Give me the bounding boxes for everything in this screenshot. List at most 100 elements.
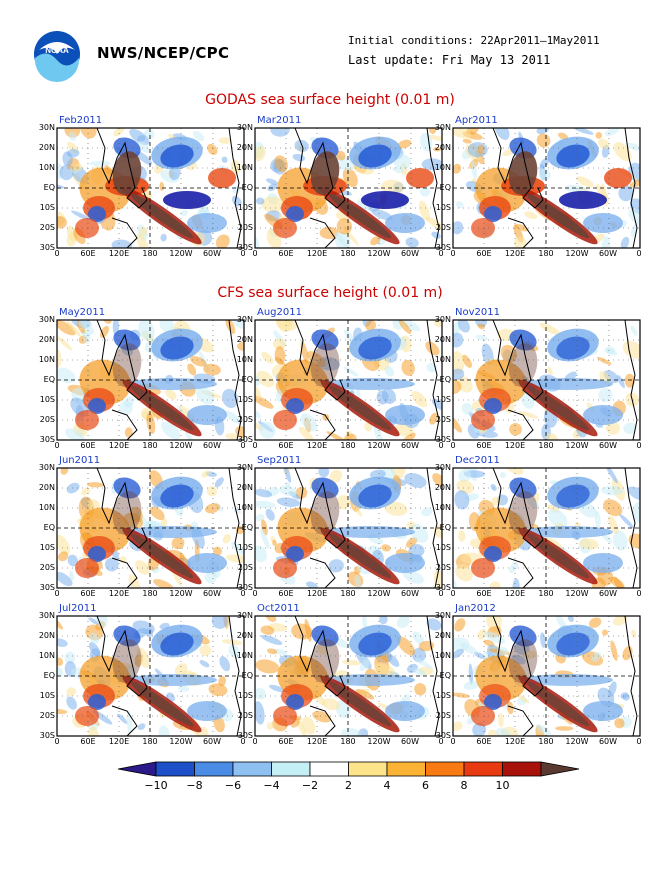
- map-panel: [254, 467, 443, 589]
- colorbar-label: 2: [345, 779, 352, 792]
- lon-label: 120W: [169, 737, 193, 746]
- panel-label: Nov2011: [455, 307, 500, 318]
- lat-label: 20S: [435, 223, 451, 232]
- lat-label: 10S: [435, 691, 451, 700]
- lat-label: EQ: [439, 523, 451, 532]
- lat-label: 10S: [39, 395, 55, 404]
- lon-label: 0: [54, 441, 60, 450]
- lat-label: EQ: [439, 183, 451, 192]
- colorbar-swatch: [425, 761, 465, 777]
- panel-label: Sep2011: [257, 455, 302, 466]
- lon-label: 120W: [367, 441, 391, 450]
- lat-label: 30N: [38, 123, 55, 132]
- lon-label: 60W: [202, 589, 222, 598]
- colorbar-swatch: [502, 761, 542, 777]
- lat-label: 20N: [236, 335, 253, 344]
- lat-label: EQ: [43, 523, 55, 532]
- lon-label: 120W: [565, 589, 589, 598]
- lat-label: 30N: [236, 463, 253, 472]
- panel-label: Jul2011: [59, 603, 97, 614]
- lon-label: 60W: [400, 737, 420, 746]
- lon-label: 120W: [565, 737, 589, 746]
- lat-label: 10S: [237, 203, 253, 212]
- lon-label: 0: [636, 589, 642, 598]
- lon-label: 60E: [278, 441, 294, 450]
- lon-label: 0: [438, 441, 444, 450]
- colorbar-label: −2: [301, 779, 319, 792]
- lon-label: 0: [252, 249, 258, 258]
- lat-label: 20N: [38, 335, 55, 344]
- lat-label: 30S: [237, 435, 253, 444]
- map-panel: [452, 127, 641, 249]
- lat-label: 30S: [39, 243, 55, 252]
- panel-label: Jan2012: [455, 603, 496, 614]
- lon-label: 0: [438, 249, 444, 258]
- lat-label: 10S: [435, 395, 451, 404]
- lon-label: 60E: [476, 441, 492, 450]
- lon-label: 180: [340, 249, 356, 258]
- lat-label: 10S: [237, 543, 253, 552]
- panel-label: Apr2011: [455, 115, 498, 126]
- noaa-logo: NOAA: [33, 30, 81, 82]
- lon-label: 120E: [108, 441, 130, 450]
- lon-label: 60W: [202, 249, 222, 258]
- lon-label: 180: [142, 441, 158, 450]
- lat-label: 10N: [38, 503, 55, 512]
- lat-label: 30N: [236, 123, 253, 132]
- lat-label: EQ: [43, 375, 55, 384]
- colorbar-label: 8: [460, 779, 468, 792]
- lon-label: 180: [340, 441, 356, 450]
- lon-label: 60E: [278, 737, 294, 746]
- panel-label: Feb2011: [59, 115, 103, 126]
- panel-label: Aug2011: [257, 307, 302, 318]
- cfs-title: CFS sea surface height (0.01 m): [217, 285, 443, 301]
- lon-label: 180: [340, 589, 356, 598]
- lat-label: 30N: [236, 315, 253, 324]
- map-panel: [254, 319, 443, 441]
- lat-label: 10S: [237, 395, 253, 404]
- lon-label: 0: [438, 589, 444, 598]
- lat-label: EQ: [241, 523, 253, 532]
- lon-label: 60E: [476, 589, 492, 598]
- map-panel: [452, 467, 641, 589]
- lon-label: 120E: [306, 589, 328, 598]
- lat-label: 30N: [38, 315, 55, 324]
- colorbar-swatch: [348, 761, 388, 777]
- lat-label: EQ: [241, 375, 253, 384]
- lon-label: 0: [240, 441, 246, 450]
- lat-label: 30N: [434, 315, 451, 324]
- colorbar-label: −10: [144, 779, 168, 792]
- lon-label: 60E: [80, 589, 96, 598]
- lon-label: 0: [252, 589, 258, 598]
- panel-label: Oct2011: [257, 603, 300, 614]
- lat-label: EQ: [43, 183, 55, 192]
- lon-label: 120W: [367, 249, 391, 258]
- lon-label: 0: [240, 249, 246, 258]
- lon-label: 180: [142, 249, 158, 258]
- lat-label: EQ: [43, 671, 55, 680]
- lon-label: 0: [636, 737, 642, 746]
- lon-label: 180: [538, 441, 554, 450]
- lon-label: 0: [252, 737, 258, 746]
- org-name: NWS/NCEP/CPC: [97, 44, 230, 62]
- colorbar-swatch: [194, 761, 234, 777]
- lat-label: 20N: [434, 631, 451, 640]
- lat-label: 20S: [39, 563, 55, 572]
- lon-label: 120W: [367, 589, 391, 598]
- colorbar-swatch: [386, 761, 426, 777]
- lon-label: 60E: [476, 249, 492, 258]
- map-panel: [56, 615, 245, 737]
- lon-label: 120E: [306, 441, 328, 450]
- lat-label: 30S: [39, 435, 55, 444]
- lon-label: 120E: [504, 737, 526, 746]
- lat-label: 30S: [435, 731, 451, 740]
- noaa-logo-icon: NOAA: [34, 31, 80, 82]
- lon-label: 60E: [80, 441, 96, 450]
- colorbar-label: −6: [224, 779, 242, 792]
- lat-label: 30N: [434, 463, 451, 472]
- colorbar-label: −4: [263, 779, 280, 792]
- colorbar-left-arrow: [117, 761, 157, 777]
- lat-label: 20N: [434, 483, 451, 492]
- lon-label: 120E: [504, 441, 526, 450]
